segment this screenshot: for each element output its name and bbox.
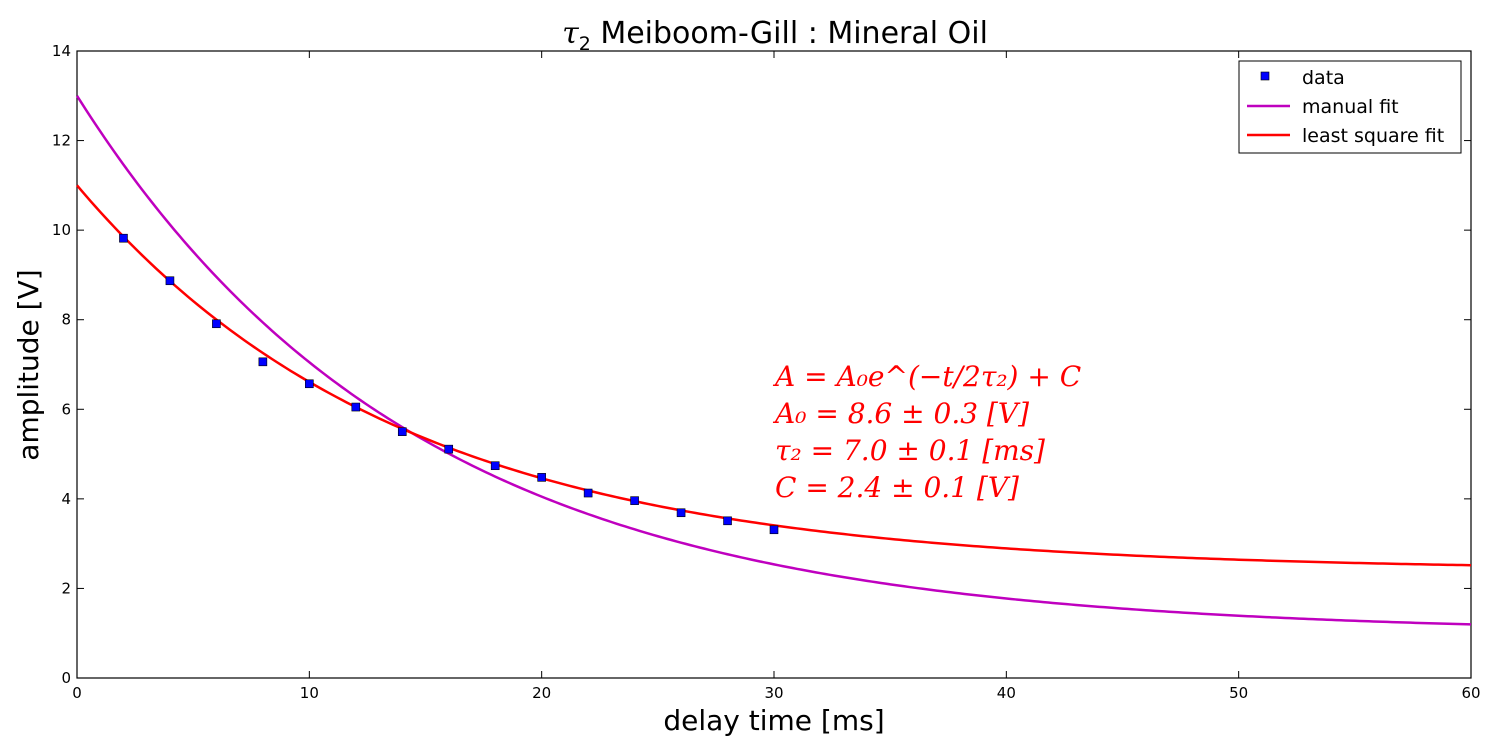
y-tick-label: 2 (61, 579, 71, 597)
chart-title-text: Meiboom-Gill : Mineral Oil (591, 16, 988, 51)
x-tick-label: 20 (532, 684, 551, 702)
legend-label-data: data (1302, 67, 1345, 89)
annotation-line: τ₂ = 7.0 ± 0.1 [ms] (775, 434, 1045, 467)
series-line-least-square-fit (76, 184, 1472, 567)
data-point (676, 508, 686, 518)
y-tick-label: 0 (61, 669, 71, 687)
data-point (165, 276, 175, 286)
x-tick-label: 30 (764, 684, 783, 702)
x-tick-label: 60 (1461, 684, 1480, 702)
data-point (212, 319, 221, 329)
y-axis-ticks: 0 2 4 6 8 10 12 14 (52, 42, 1471, 687)
data-markers (119, 233, 779, 535)
fit-curves (75, 95, 1472, 626)
data-point (583, 488, 593, 498)
y-axis-label: amplitude [V] (12, 269, 45, 460)
legend-label-least-square-fit: least square fit (1302, 125, 1444, 147)
x-tick-label: 0 (72, 684, 82, 702)
data-point (258, 357, 268, 367)
legend: data manual fit least square fit (1238, 60, 1462, 154)
data-point (444, 444, 454, 454)
x-axis-label: delay time [ms] (663, 704, 884, 737)
chart-title-subscript: 2 (579, 33, 591, 55)
series-line-manual-fit (75, 95, 1472, 626)
data-point (537, 473, 546, 482)
fit-annotation: A = A₀e^(−t/2τ₂) + C A₀ = 8.6 ± 0.3 [V] … (772, 360, 1081, 504)
chart-title: τ2 Meiboom-Gill : Mineral Oil (562, 16, 988, 55)
data-point (630, 496, 639, 505)
chart-title-symbol: τ (562, 16, 579, 51)
x-axis-ticks: 0 10 20 30 40 50 60 (72, 51, 1481, 702)
annotation-line: C = 2.4 ± 0.1 [V] (775, 471, 1019, 504)
x-tick-label: 40 (997, 684, 1016, 702)
y-tick-label: 10 (52, 221, 71, 239)
data-point (397, 427, 407, 436)
data-point (723, 516, 732, 526)
y-tick-label: 12 (52, 132, 71, 150)
y-tick-label: 14 (52, 42, 71, 60)
y-tick-label: 4 (61, 490, 71, 508)
annotation-line: A = A₀e^(−t/2τ₂) + C (772, 360, 1081, 393)
annotation-line: A₀ = 8.6 ± 0.3 [V] (772, 397, 1029, 430)
y-tick-label: 8 (61, 311, 71, 329)
y-tick-label: 6 (61, 400, 71, 418)
data-point (490, 461, 500, 471)
data-point (351, 402, 361, 412)
x-tick-label: 50 (1229, 684, 1248, 702)
data-point (119, 233, 128, 243)
x-tick-label: 10 (300, 684, 319, 702)
data-point (769, 525, 779, 535)
legend-label-manual-fit: manual fit (1302, 96, 1399, 118)
data-point (305, 379, 314, 389)
legend-marker-data (1260, 71, 1270, 81)
